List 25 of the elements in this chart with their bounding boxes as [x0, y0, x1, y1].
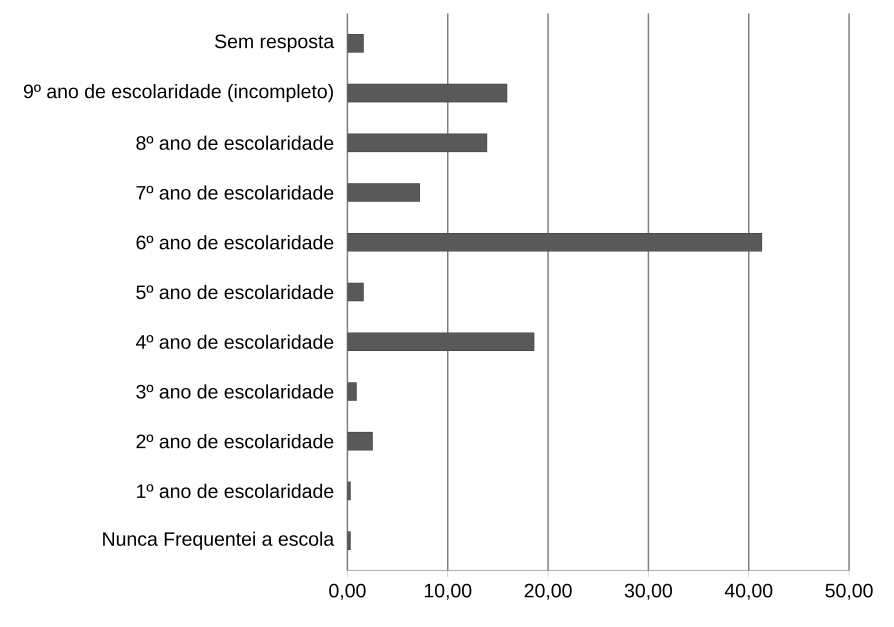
y-tick-label: 2º ano de escolaridade	[136, 434, 334, 448]
x-tick-label: 10,00	[424, 583, 472, 600]
x-tick-label: 40,00	[724, 583, 772, 600]
y-tick-label: Sem resposta	[215, 34, 334, 52]
bar	[347, 232, 762, 252]
x-tick-label: 30,00	[624, 583, 672, 600]
y-tick-label: 8º ano de escolaridade	[136, 135, 334, 150]
x-tick-label: 20,00	[524, 583, 572, 600]
bar	[347, 34, 364, 52]
bar	[347, 432, 373, 450]
y-tick-label: 7º ano de escolaridade	[136, 185, 334, 200]
y-tick-label: 4º ano de escolaridade	[136, 334, 334, 349]
y-tick-label: 1º ano de escolaridade	[137, 484, 334, 498]
y-tick-label: 9º ano de escolaridade (incompleto)	[24, 84, 333, 102]
bar	[347, 332, 534, 351]
x-tick-label: 50,00	[825, 583, 873, 600]
y-tick-label: 5º ano de escolaridade	[136, 284, 334, 299]
bar	[347, 183, 420, 202]
bar	[347, 84, 508, 102]
bar	[347, 282, 364, 302]
y-tick-label: Nunca Frequentei a escola	[103, 531, 334, 550]
y-tick-label: 6º ano de escolaridade	[136, 234, 334, 250]
x-tick-label: 0,00	[329, 583, 366, 600]
y-tick-label: 3º ano de escolaridade	[136, 384, 334, 398]
bar	[347, 133, 488, 152]
